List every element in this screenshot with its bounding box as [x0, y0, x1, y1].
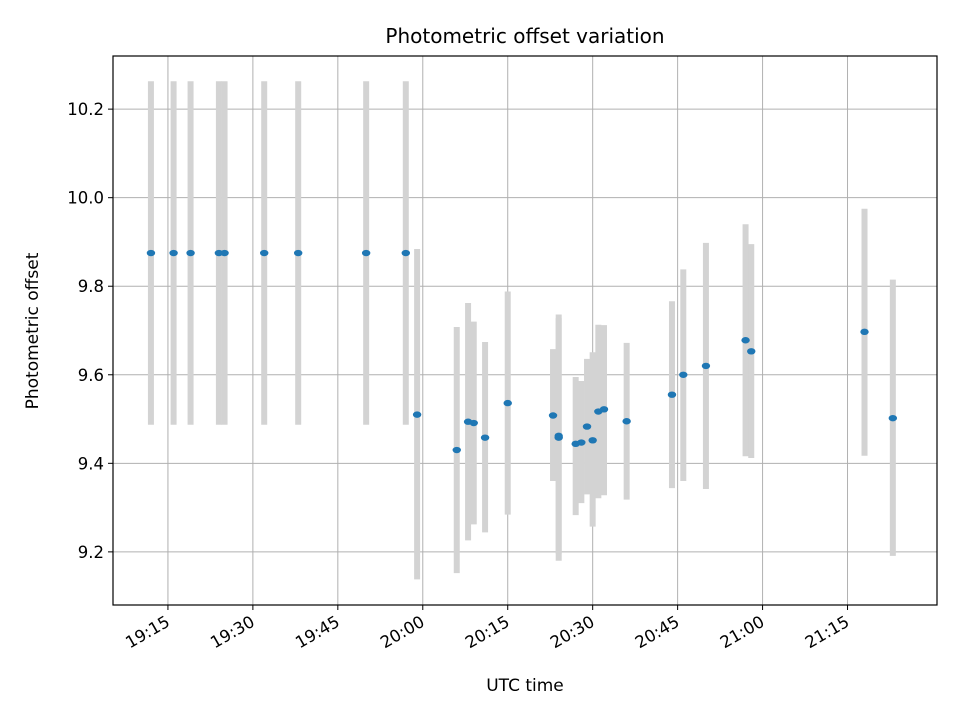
data-point [186, 249, 195, 257]
data-point [260, 249, 269, 257]
data-point [679, 371, 688, 378]
point-layer [146, 249, 898, 454]
data-point [701, 362, 711, 370]
y-tick-label: 9.4 [78, 454, 104, 473]
data-point [860, 328, 869, 336]
data-point [361, 249, 371, 257]
y-tick-label: 9.8 [78, 277, 104, 296]
y-tick-label: 9.2 [78, 543, 104, 562]
data-point [554, 434, 563, 441]
plot-frame [112, 55, 938, 606]
data-point [220, 249, 229, 257]
data-point [469, 419, 478, 427]
data-point [667, 391, 677, 398]
y-tick-label: 9.6 [78, 366, 104, 385]
data-point [588, 437, 597, 444]
data-point [293, 249, 303, 257]
chart-title: Photometric offset variation [385, 24, 664, 48]
y-tick-label: 10.2 [67, 100, 104, 119]
y-tick-label: 10.0 [67, 189, 104, 208]
data-point [503, 399, 512, 407]
data-point [548, 412, 558, 419]
data-point [741, 337, 750, 344]
data-point [622, 418, 631, 425]
data-point [169, 249, 178, 257]
x-axis-title: UTC time [486, 676, 564, 696]
data-point [582, 423, 592, 430]
data-point [401, 249, 410, 257]
data-point [480, 434, 490, 441]
data-point [452, 446, 461, 454]
data-point [412, 411, 422, 418]
data-point [747, 348, 756, 355]
data-point [146, 249, 156, 257]
data-point [888, 414, 898, 422]
data-point [577, 439, 586, 446]
data-point [599, 406, 609, 413]
y-axis-title: Photometric offset [23, 252, 43, 409]
